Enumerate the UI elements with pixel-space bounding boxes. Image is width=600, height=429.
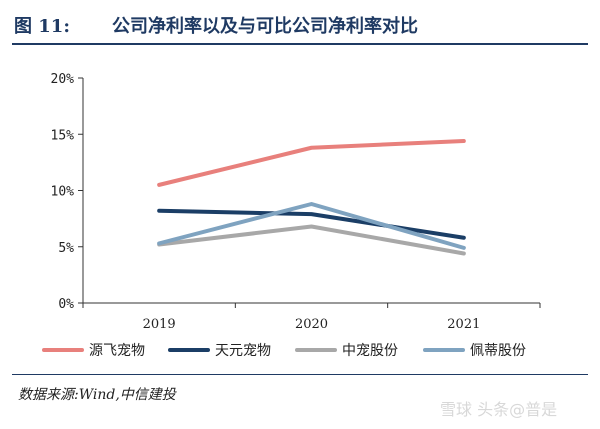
source-note: 数据来源:Wind,中信建投 bbox=[18, 387, 176, 403]
footer-rule bbox=[12, 374, 588, 375]
y-tick-label: 10% bbox=[51, 185, 75, 200]
legend-label: 中宠股份 bbox=[342, 343, 398, 359]
chart-axes: 0% 5% 10% 15% 20% 2019 2020 2021 bbox=[51, 72, 541, 332]
y-tick-label: 0% bbox=[58, 297, 74, 312]
header-rule bbox=[12, 43, 588, 45]
y-tick-label: 20% bbox=[51, 72, 75, 87]
chart-title: 公司净利率以及与可比公司净利率对比 bbox=[112, 16, 418, 37]
line-chart: 0% 5% 10% 15% 20% 2019 2020 2021 源飞宠物 天元宠物 中宠股份 佩蒂… bbox=[42, 72, 541, 359]
x-tick-label: 2021 bbox=[447, 317, 480, 332]
legend-label: 佩蒂股份 bbox=[470, 343, 526, 359]
legend-label: 天元宠物 bbox=[215, 343, 271, 359]
figure-header: 图 11: 公司净利率以及与可比公司净利率对比 bbox=[0, 0, 600, 44]
watermark: 雪球 头条@普是 bbox=[440, 400, 558, 419]
legend-label: 源飞宠物 bbox=[89, 343, 145, 359]
series-lines bbox=[157, 139, 466, 256]
y-tick-label: 5% bbox=[58, 241, 74, 256]
x-tick-label: 2019 bbox=[143, 317, 176, 332]
chart-legend: 源飞宠物 天元宠物 中宠股份 佩蒂股份 bbox=[42, 343, 526, 359]
x-tick-label: 2020 bbox=[295, 317, 328, 332]
figure-number: 图 11: bbox=[14, 16, 70, 37]
y-tick-label: 15% bbox=[51, 128, 75, 143]
series-line-1 bbox=[157, 139, 466, 187]
